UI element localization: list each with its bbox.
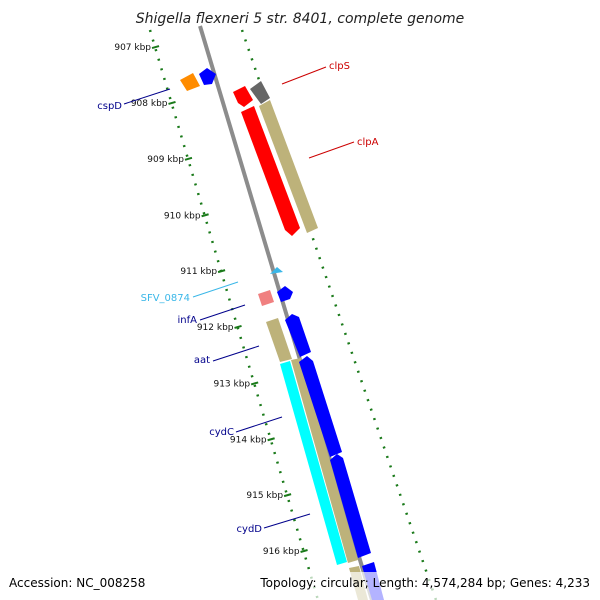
- map-title: Shigella flexneri 5 str. 8401, complete …: [136, 11, 465, 27]
- leader-cydD: [263, 513, 311, 529]
- gene-red-arrow-small[interactable]: [233, 86, 253, 107]
- gene-blue-arrow-long1[interactable]: [299, 356, 342, 457]
- gene-label-infA[interactable]: infA: [178, 315, 198, 326]
- gene-label-clpA[interactable]: clpA: [357, 137, 379, 148]
- gene-cspD-feature[interactable]: [180, 73, 200, 91]
- kbp-tick: [267, 437, 275, 442]
- kbp-label: 910 kbp: [164, 211, 201, 221]
- gene-blue-arrow-mid[interactable]: [285, 314, 311, 357]
- leader-aat: [212, 345, 260, 362]
- kbp-tick: [151, 45, 160, 50]
- kbp-tick: [168, 100, 176, 105]
- kbp-label: 908 kbp: [131, 99, 168, 109]
- gene-blue-arrow-top[interactable]: [199, 68, 216, 85]
- kbp-tick: [184, 156, 193, 161]
- leader-cspD: [123, 88, 171, 105]
- gene-blue-arrow-long2[interactable]: [330, 454, 371, 558]
- gene-label-SFV_0874[interactable]: SFV_0874: [141, 293, 190, 304]
- kbp-label: 909 kbp: [147, 155, 184, 165]
- leader-infA: [199, 304, 246, 321]
- accession-text: Accession: NC_008258: [9, 576, 145, 590]
- kbp-tick: [217, 269, 226, 274]
- kbp-label: 916 kbp: [263, 547, 300, 557]
- gene-label-clpS[interactable]: clpS: [329, 61, 350, 72]
- gene-red-arrow-large[interactable]: [241, 106, 300, 236]
- kbp-tick: [250, 381, 259, 386]
- footer-band: [0, 572, 600, 600]
- gene-infA-feature[interactable]: [277, 286, 293, 302]
- gene-pink-feature[interactable]: [258, 290, 274, 306]
- kbp-tick: [234, 325, 242, 329]
- kbp-tick: [300, 549, 308, 553]
- gene-label-cspD[interactable]: cspD: [97, 101, 122, 112]
- kbp-labels: 907 kbp 908 kbp 909 kbp 910 kbp 911 kbp 912 k…: [114, 43, 308, 557]
- gene-SFV_0874-feature[interactable]: [270, 267, 283, 274]
- kbp-tick: [201, 213, 209, 218]
- kbp-label: 911 kbp: [180, 267, 217, 277]
- kbp-label: 915 kbp: [246, 491, 283, 501]
- kbp-label: 913 kbp: [213, 379, 250, 389]
- gene-label-cydD[interactable]: cydD: [237, 524, 263, 535]
- kbp-label: 907 kbp: [114, 43, 151, 53]
- gene-label-aat[interactable]: aat: [194, 355, 210, 366]
- gene-label-cydC[interactable]: cydC: [209, 427, 234, 438]
- gene-khaki-long[interactable]: [291, 358, 358, 563]
- kbp-label: 914 kbp: [230, 435, 267, 445]
- kbp-label: 912 kbp: [197, 323, 234, 333]
- genome-summary-text: Topology: circular; Length: 4,574,284 bp…: [259, 576, 590, 590]
- gene-features: [180, 68, 384, 600]
- leader-clpS: [281, 66, 327, 85]
- leader-clpA: [308, 141, 355, 159]
- leader-cydC: [235, 416, 283, 433]
- gene-clpS-feature[interactable]: [250, 81, 270, 104]
- kbp-tick: [283, 493, 292, 498]
- gene-cydC-feature[interactable]: [280, 361, 347, 565]
- gene-labels: cspD clpS clpA SFV_0874 infA aat cydC cy…: [97, 61, 378, 535]
- leader-SFV_0874: [192, 281, 239, 298]
- gene-aat-feature[interactable]: [266, 318, 292, 362]
- gene-clpA-feature[interactable]: [259, 100, 318, 233]
